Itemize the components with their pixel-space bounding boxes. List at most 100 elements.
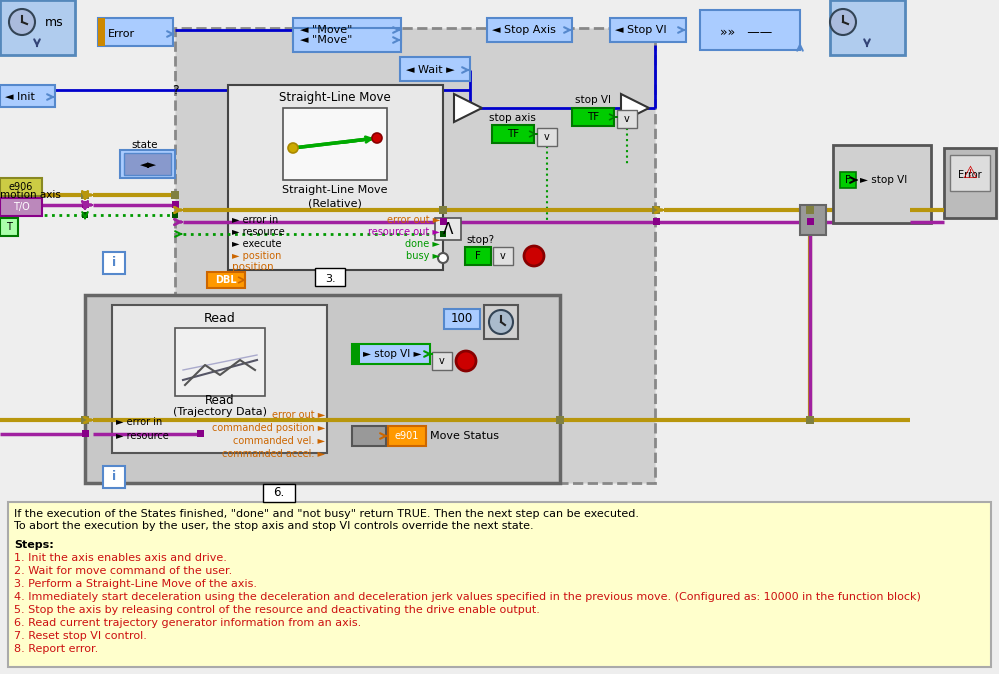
Text: commanded accel. ►: commanded accel. ► <box>222 449 325 459</box>
Text: ► stop VI: ► stop VI <box>860 175 907 185</box>
Text: ► execute: ► execute <box>232 239 282 249</box>
Bar <box>610 18 686 42</box>
Text: To abort the execution by the user, the stop axis and stop VI controls override : To abort the execution by the user, the … <box>14 521 533 531</box>
Bar <box>352 344 430 364</box>
Bar <box>950 155 990 191</box>
Bar <box>0 85 55 107</box>
Text: Read: Read <box>205 394 235 406</box>
Bar <box>315 268 345 286</box>
Text: T/O: T/O <box>13 202 29 212</box>
Text: If the execution of the States finished, "done" and "not busy" return TRUE. Then: If the execution of the States finished,… <box>14 509 639 519</box>
Text: Steps:: Steps: <box>14 540 54 550</box>
Text: Straight-Line Move: Straight-Line Move <box>283 185 388 195</box>
Circle shape <box>456 351 476 371</box>
Text: stop axis: stop axis <box>489 113 535 123</box>
Bar <box>800 205 826 235</box>
Text: »»   ——: »» —— <box>720 26 772 38</box>
Text: TF: TF <box>587 112 599 122</box>
Bar <box>440 231 446 237</box>
Bar <box>700 10 800 50</box>
Bar <box>0 218 18 236</box>
Bar <box>82 430 89 437</box>
Text: ◄ Stop VI: ◄ Stop VI <box>615 25 666 35</box>
Text: F: F <box>845 175 851 185</box>
Circle shape <box>372 133 382 143</box>
Text: 7. Reset stop VI control.: 7. Reset stop VI control. <box>14 631 147 641</box>
Text: i: i <box>112 470 116 483</box>
Bar <box>124 153 171 175</box>
Bar <box>840 172 856 188</box>
Bar <box>465 247 491 265</box>
Text: commanded vel. ►: commanded vel. ► <box>233 436 325 446</box>
Text: commanded position ►: commanded position ► <box>212 423 325 433</box>
Bar <box>90 5 810 495</box>
Bar <box>352 344 360 364</box>
Bar <box>444 309 480 329</box>
Bar <box>8 502 991 667</box>
Circle shape <box>830 9 856 35</box>
Bar <box>171 191 179 199</box>
Text: Error: Error <box>958 170 982 180</box>
Bar <box>435 218 461 240</box>
Text: 4. Immediately start deceleration using the deceleration and deceleration jerk v: 4. Immediately start deceleration using … <box>14 592 921 602</box>
Text: stop?: stop? <box>466 235 495 245</box>
Bar <box>293 18 401 42</box>
Bar <box>175 28 655 483</box>
Text: DBL: DBL <box>215 275 237 285</box>
Bar <box>807 218 814 225</box>
Text: ► error in: ► error in <box>232 215 279 225</box>
Polygon shape <box>621 94 649 122</box>
Text: Straight-Line Move: Straight-Line Move <box>279 90 391 104</box>
Bar <box>653 218 660 225</box>
Text: 1. Init the axis enables axis and drive.: 1. Init the axis enables axis and drive. <box>14 553 227 563</box>
Text: ◄ Wait ►: ◄ Wait ► <box>406 65 455 75</box>
Circle shape <box>288 143 298 153</box>
Bar <box>207 272 245 288</box>
Text: error out ►: error out ► <box>272 410 325 420</box>
Bar <box>82 201 89 208</box>
Bar <box>830 0 905 55</box>
Text: TF: TF <box>506 129 519 139</box>
Text: 3.: 3. <box>325 274 336 284</box>
Bar <box>103 252 125 274</box>
Bar <box>85 295 560 483</box>
Text: ◄ "Move": ◄ "Move" <box>300 35 353 45</box>
Bar <box>172 201 179 208</box>
Circle shape <box>489 310 513 334</box>
Text: v: v <box>440 356 445 366</box>
Text: ◄ "Move": ◄ "Move" <box>300 25 353 35</box>
Text: i: i <box>112 257 116 270</box>
Text: 6.: 6. <box>274 487 285 499</box>
Text: v: v <box>544 132 549 142</box>
Bar <box>283 108 387 180</box>
Bar <box>388 426 426 446</box>
Text: ◄►: ◄► <box>140 160 157 170</box>
Bar <box>81 191 89 199</box>
Text: T: T <box>6 222 12 232</box>
Text: ► error in: ► error in <box>116 417 162 427</box>
Bar <box>806 206 814 214</box>
Text: Move Status: Move Status <box>430 431 499 441</box>
Bar <box>400 57 470 81</box>
Bar <box>103 466 125 488</box>
Text: e901: e901 <box>395 431 420 441</box>
Text: position: position <box>232 262 274 272</box>
Bar <box>172 212 178 218</box>
Bar <box>439 206 447 214</box>
Text: 5. Stop the axis by releasing control of the resource and deactivating the drive: 5. Stop the axis by releasing control of… <box>14 605 539 615</box>
Bar <box>197 430 204 437</box>
Text: 100: 100 <box>451 313 474 326</box>
Text: ► resource: ► resource <box>116 431 169 441</box>
Bar <box>652 206 660 214</box>
Bar <box>492 125 534 143</box>
Text: ◄ Init: ◄ Init <box>5 92 35 102</box>
Bar <box>484 305 518 339</box>
Text: ► stop VI ►: ► stop VI ► <box>363 349 422 359</box>
Text: state: state <box>132 140 158 150</box>
Bar <box>293 28 401 52</box>
Bar <box>0 198 42 216</box>
Bar <box>944 148 996 218</box>
Bar <box>0 178 42 196</box>
Bar <box>493 247 513 265</box>
Text: (Relative): (Relative) <box>308 198 362 208</box>
